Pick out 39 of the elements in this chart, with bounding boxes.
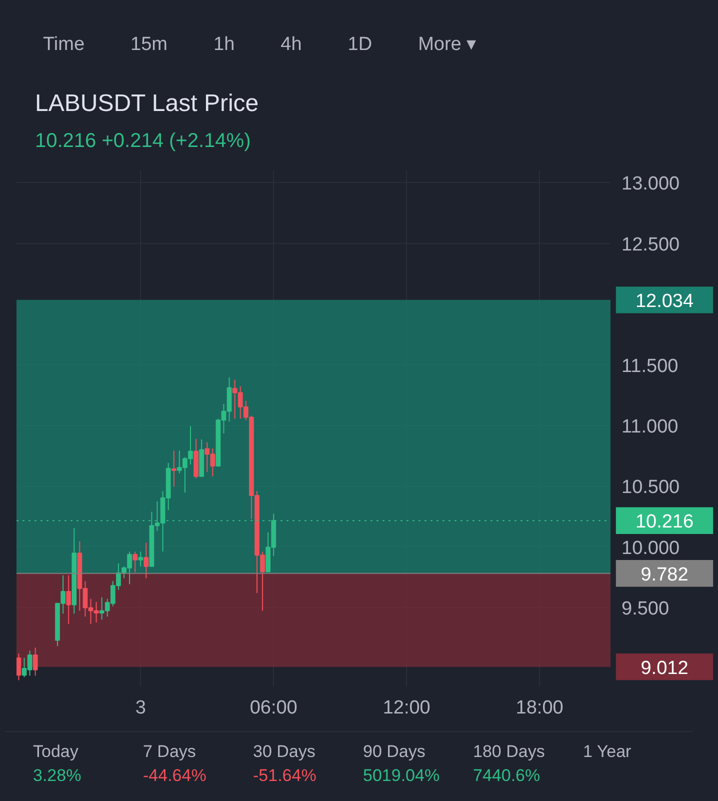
text: 1 Year bbox=[583, 741, 632, 763]
band-label: 12.034 bbox=[635, 290, 694, 312]
y-tick-label: 13.000 bbox=[622, 174, 680, 195]
chart-title: LABUSDT Last Price bbox=[34, 89, 259, 119]
ref-line-label: 10.216 bbox=[635, 512, 694, 533]
x-tick-label: 3 bbox=[135, 698, 146, 718]
text: 1D bbox=[348, 34, 372, 55]
text: 90 Days bbox=[363, 741, 426, 763]
candlestick bbox=[171, 450, 176, 488]
band-label: 9.012 bbox=[640, 658, 688, 679]
text: 1h bbox=[214, 34, 235, 55]
y-tick-label: 9.500 bbox=[622, 598, 670, 620]
y-tick-label: 11.500 bbox=[622, 356, 678, 377]
candlestick bbox=[132, 551, 138, 573]
text: 7440.6% bbox=[473, 765, 542, 788]
chart-subtitle: 10.216 +0.214 (+2.14%) bbox=[34, 129, 252, 154]
text: -44.64% bbox=[143, 765, 208, 788]
candlestick bbox=[144, 542, 149, 579]
text: 7 Days bbox=[143, 741, 197, 763]
y-tick-label: 10.000 bbox=[622, 538, 680, 559]
x-tick-label: 12:00 bbox=[382, 698, 430, 718]
x-tick-label: 06:00 bbox=[250, 698, 298, 718]
text: 5019.04% bbox=[363, 765, 441, 788]
text: 4h bbox=[280, 34, 302, 55]
text: Today bbox=[33, 741, 80, 763]
ref-line-label: 9.782 bbox=[640, 564, 688, 586]
text: Time bbox=[43, 34, 85, 55]
y-tick-label: 11.000 bbox=[622, 416, 678, 438]
text: 180 Days bbox=[473, 741, 546, 763]
text: 3.28% bbox=[33, 765, 82, 788]
x-tick-label: 18:00 bbox=[516, 698, 564, 718]
text: -51.64% bbox=[253, 765, 318, 788]
y-tick-label: 12.500 bbox=[622, 234, 680, 256]
text: More ▾ bbox=[418, 34, 477, 55]
y-tick-label: 10.500 bbox=[622, 477, 680, 498]
text: 30 Days bbox=[253, 741, 316, 763]
candlestick bbox=[66, 574, 72, 624]
text: 15m bbox=[130, 34, 168, 55]
candlestick bbox=[138, 551, 144, 567]
